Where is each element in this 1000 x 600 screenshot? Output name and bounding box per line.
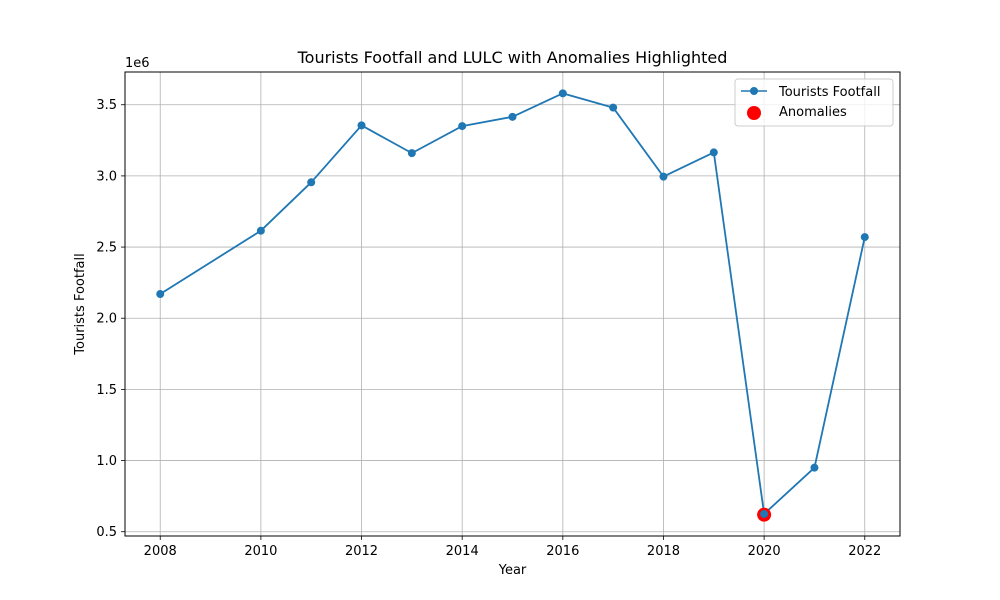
series-line-tourists-footfall	[159, 92, 866, 515]
x-tick-label: 2018	[647, 544, 680, 559]
y-axis-label: Tourists Footfall	[73, 253, 88, 355]
data-point	[458, 122, 467, 131]
data-point	[156, 290, 165, 299]
data-point	[407, 149, 416, 158]
y-tick-label: 1.0	[96, 454, 117, 469]
data-point	[659, 172, 668, 181]
data-point	[558, 89, 567, 98]
legend-label-anomalies: Anomalies	[779, 105, 847, 120]
legend-box	[734, 78, 894, 127]
x-tick-label: 2010	[244, 544, 277, 559]
data-point	[256, 226, 265, 235]
ticks: 2008 2010 2012 2014 2016 2018 2020 2022 0.5 1.0 1.…	[96, 98, 881, 559]
chart-title: Tourists Footfall and LULC with Anomalie…	[297, 48, 728, 67]
legend-marker-anomalies	[747, 106, 761, 120]
x-axis-label: Year	[498, 563, 527, 578]
x-tick-label: 2008	[144, 544, 177, 559]
x-tick-label: 2014	[446, 544, 479, 559]
y-tick-label: 3.0	[96, 169, 117, 184]
data-point	[357, 121, 366, 130]
legend-marker-tourists-footfall	[750, 87, 758, 95]
x-tick-label: 2020	[748, 544, 781, 559]
data-point	[709, 148, 718, 157]
data-point	[307, 178, 316, 187]
y-offset-label: 1e6	[125, 56, 150, 71]
data-point	[860, 233, 869, 242]
data-point	[810, 463, 819, 472]
data-point	[760, 509, 769, 518]
y-tick-label: 2.5	[96, 241, 117, 256]
y-tick-label: 1.5	[96, 383, 117, 398]
y-tick-label: 2.0	[96, 312, 117, 327]
x-tick-label: 2022	[848, 544, 881, 559]
x-tick-label: 2012	[345, 544, 378, 559]
data-point	[508, 112, 517, 121]
series-layer	[156, 89, 869, 522]
y-tick-label: 3.5	[96, 98, 117, 113]
y-tick-label: 0.5	[96, 525, 117, 540]
x-tick-label: 2016	[546, 544, 579, 559]
plot-frame	[124, 71, 901, 537]
data-point	[609, 103, 618, 112]
legend-label-tourists-footfall: Tourists Footfall	[778, 85, 880, 100]
legend: Tourists Footfall Anomalies	[734, 78, 894, 127]
grid	[125, 72, 900, 536]
